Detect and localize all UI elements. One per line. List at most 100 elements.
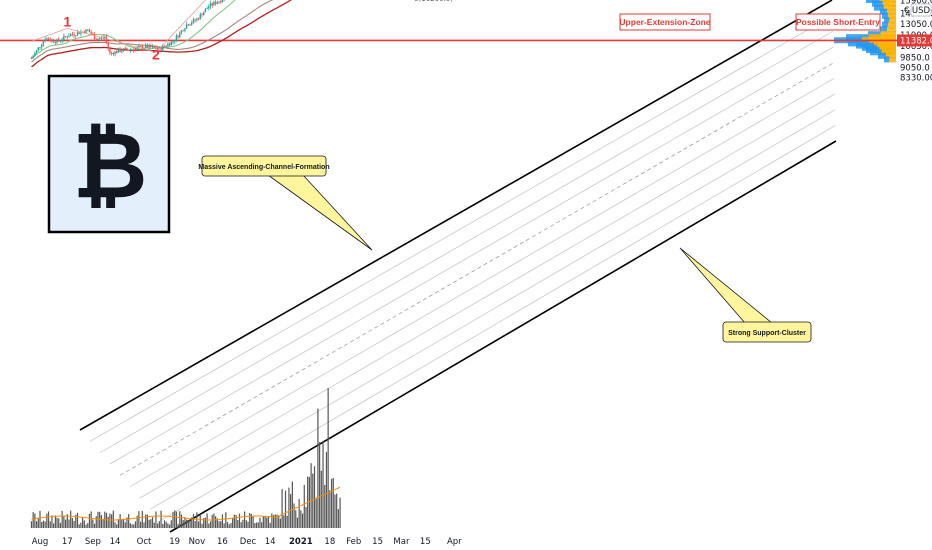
volume-bar <box>242 519 244 528</box>
volume-bar <box>143 522 145 528</box>
time-axis: Aug 17 Sep 14 Oct 19 Nov 16 Dec 14 2021 18 Feb 15 Mar 1… <box>32 537 462 547</box>
candle-body <box>34 52 36 56</box>
volume-bar <box>136 515 138 528</box>
volume-profile-bar <box>889 17 896 24</box>
candle-body <box>197 18 200 20</box>
volume-bar <box>141 510 143 528</box>
volume-bar <box>220 521 222 528</box>
candle-body <box>127 49 130 51</box>
volume-profile-bar <box>889 56 896 63</box>
wave-path-line <box>67 27 157 53</box>
volume-bar <box>320 470 322 528</box>
candle-body <box>162 45 164 50</box>
candle-body <box>196 18 198 21</box>
candle-body <box>180 30 183 33</box>
candle-body <box>129 49 132 51</box>
time-tick-label: Apr <box>447 537 462 547</box>
candle-body <box>165 46 167 47</box>
volume-bar <box>73 520 75 528</box>
volume-bar <box>82 517 84 528</box>
candle-body <box>109 48 111 53</box>
channel-subline <box>99 30 834 454</box>
candle-body <box>170 41 172 46</box>
currency-label[interactable]: USD <box>912 6 931 16</box>
volume-bar <box>163 520 166 528</box>
volume-profile-bar <box>881 49 896 56</box>
volume-bar <box>131 524 133 528</box>
volume-bar <box>250 513 253 528</box>
candle-body <box>54 41 57 43</box>
candle-body <box>156 48 159 50</box>
pane-menu-icon[interactable]: € <box>904 6 909 16</box>
candle-body <box>134 48 137 51</box>
candle-body <box>76 32 79 36</box>
volume-bar <box>64 519 67 528</box>
volume-bar <box>291 481 293 528</box>
candle-body <box>39 47 41 48</box>
volume-bar <box>90 511 92 528</box>
volume-bar <box>330 478 333 528</box>
volume-bar <box>218 521 220 528</box>
candle-body <box>95 39 97 41</box>
volume-bar <box>174 510 176 528</box>
volume-bar <box>88 513 91 528</box>
volume-bar <box>76 512 79 528</box>
time-tick-label: 14 <box>265 537 276 547</box>
currency-button[interactable] <box>910 3 932 17</box>
time-tick-label: 16 <box>217 537 228 547</box>
volume-bar <box>128 514 130 528</box>
candle-body <box>59 40 62 42</box>
candle-body <box>218 1 220 3</box>
volume-bar <box>41 521 43 528</box>
candle-body <box>46 38 48 40</box>
candle-body <box>202 12 205 16</box>
candle-body <box>160 47 162 50</box>
volume-bar <box>66 514 68 528</box>
volume-bar <box>245 520 247 528</box>
candle-body <box>32 55 34 59</box>
volume-bar <box>177 523 179 528</box>
volume-bar <box>215 516 217 528</box>
volume-bar <box>102 518 104 528</box>
channel-subline <box>159 124 836 522</box>
volume-bar <box>75 514 77 528</box>
tag-short-entry-text: Possible Short-Entry <box>796 17 880 27</box>
candle-body <box>158 47 161 49</box>
volume-bar <box>162 523 164 528</box>
volume-bar <box>153 522 155 528</box>
volume-bar <box>70 510 72 528</box>
volume-bar <box>59 522 62 528</box>
volume-bar <box>191 517 193 528</box>
volume-bar <box>139 521 142 528</box>
volume-bar <box>257 522 259 528</box>
volume-bar <box>53 523 55 528</box>
candle-body <box>179 32 181 38</box>
volume-bar <box>313 466 316 528</box>
volume-bar <box>319 442 321 528</box>
wave-path-line <box>31 27 68 42</box>
volume-bar <box>189 518 191 528</box>
volume-bar <box>271 513 273 528</box>
volume-bar <box>134 521 137 528</box>
candle-body <box>44 39 46 42</box>
volume-bar <box>170 520 172 528</box>
volume-bar <box>211 514 213 528</box>
volume-bar <box>121 519 123 528</box>
analysis-drawings <box>31 0 207 53</box>
candle-body <box>208 6 210 9</box>
candle-body <box>121 50 123 52</box>
volume-bar <box>305 506 307 528</box>
volume-bar <box>274 514 276 528</box>
volume-bar <box>322 440 324 528</box>
volume-bar <box>145 514 147 528</box>
time-tick-label: 19 <box>169 537 180 547</box>
volume-bar <box>192 514 195 528</box>
channel-subline <box>119 62 834 476</box>
volume-bar <box>233 514 235 528</box>
candle-body <box>75 35 77 37</box>
candle-body <box>35 50 38 53</box>
volume-bar <box>221 514 224 528</box>
volume-profile-bar <box>887 26 896 33</box>
volume-bar <box>206 513 208 528</box>
time-tick-label: Aug <box>32 537 49 547</box>
